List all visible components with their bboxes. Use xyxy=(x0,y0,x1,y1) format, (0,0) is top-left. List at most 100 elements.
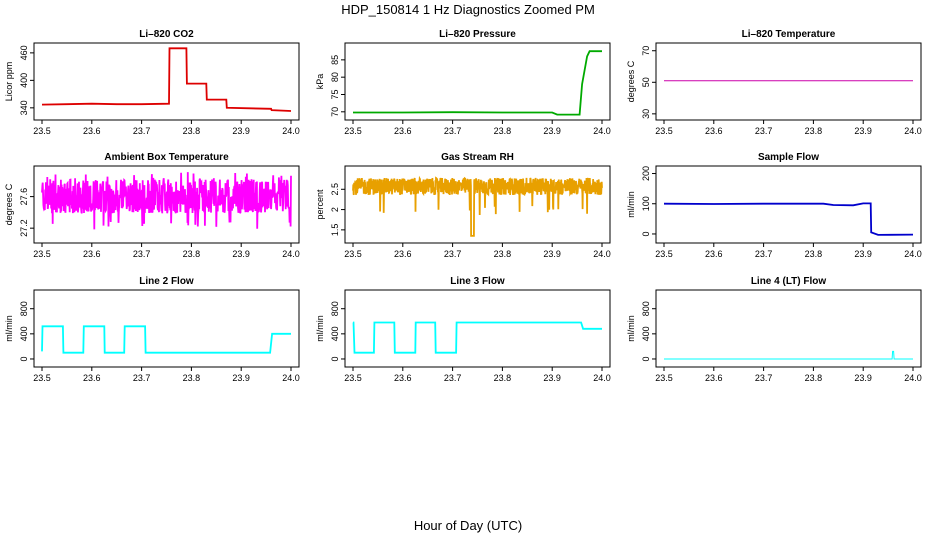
plot-frame xyxy=(655,42,922,121)
x-tick-label: 23.5 xyxy=(655,373,673,383)
plot-frame xyxy=(33,165,300,244)
y-tick-label: 0 xyxy=(641,356,651,361)
x-tick-label: 23.8 xyxy=(183,373,201,383)
x-tick-label: 24.0 xyxy=(593,249,611,259)
panel-title: Li–820 Pressure xyxy=(439,29,516,40)
panel-3: Li–820 Temperature 23.5 23.6 23.7 23.8 23.9 24… xyxy=(626,29,922,136)
x-tick-label: 23.8 xyxy=(183,126,201,136)
y-tick-label: 800 xyxy=(641,301,651,316)
x-tick-label: 23.8 xyxy=(805,373,823,383)
x-tick-label: 23.5 xyxy=(33,249,51,259)
panel-1: Li–820 CO2 23.5 23.6 23.7 23.8 23.9 24.0 340 400… xyxy=(4,29,300,136)
x-tick-label: 23.9 xyxy=(232,373,250,383)
panel-title: Gas Stream RH xyxy=(441,152,514,163)
series-line xyxy=(41,325,291,354)
y-tick-label: 0 xyxy=(641,231,651,236)
y-axis-label: degrees C xyxy=(626,60,636,102)
panel-5: Gas Stream RH 23.5 23.6 23.7 23.8 23.9 24.0 1.5… xyxy=(315,152,611,259)
panel-4: Ambient Box Temperature 23.5 23.6 23.7 23.8 2… xyxy=(4,152,300,259)
x-tick-label: 23.5 xyxy=(33,126,51,136)
x-tick-label: 23.7 xyxy=(444,373,462,383)
x-tick-label: 23.7 xyxy=(755,249,773,259)
y-tick-label: 200 xyxy=(641,166,651,181)
x-tick-label: 23.9 xyxy=(232,249,250,259)
panel-title: Ambient Box Temperature xyxy=(104,152,229,163)
plot-frame xyxy=(655,165,922,244)
x-tick-label: 24.0 xyxy=(282,126,300,136)
x-tick-label: 23.5 xyxy=(655,126,673,136)
x-tick-label: 24.0 xyxy=(282,249,300,259)
plot-frame xyxy=(655,289,922,368)
y-tick-label: 30 xyxy=(641,109,651,119)
y-axis-label: percent xyxy=(315,189,325,220)
plot-frame xyxy=(33,289,300,368)
plot-frame xyxy=(344,165,611,244)
x-tick-label: 23.9 xyxy=(854,126,872,136)
x-tick-label: 23.6 xyxy=(705,126,723,136)
y-tick-label: 2 xyxy=(330,207,340,212)
x-tick-label: 23.9 xyxy=(854,373,872,383)
x-tick-label: 23.7 xyxy=(133,249,151,259)
y-axis-label: ml/min xyxy=(315,315,325,342)
x-tick-label: 23.8 xyxy=(805,249,823,259)
y-tick-label: 80 xyxy=(330,72,340,82)
x-tick-label: 23.6 xyxy=(83,126,101,136)
x-tick-label: 23.5 xyxy=(344,126,362,136)
y-axis-label: Licor ppm xyxy=(4,62,14,102)
y-axis-label: ml/min xyxy=(626,315,636,342)
x-tick-label: 23.8 xyxy=(494,126,512,136)
y-tick-label: 0 xyxy=(330,356,340,361)
y-axis-label: ml/min xyxy=(626,191,636,218)
series-line xyxy=(353,50,602,116)
x-tick-label: 23.6 xyxy=(394,249,412,259)
y-tick-label: 75 xyxy=(330,89,340,99)
panel-title: Line 4 (LT) Flow xyxy=(751,276,827,287)
y-tick-label: 2.5 xyxy=(330,183,340,196)
y-tick-label: 340 xyxy=(19,100,29,115)
series-line xyxy=(352,321,602,354)
x-tick-label: 24.0 xyxy=(904,249,922,259)
panel-8: Line 3 Flow 23.5 23.6 23.7 23.8 23.9 24.0 0 400 8… xyxy=(315,276,611,383)
x-tick-label: 23.7 xyxy=(444,249,462,259)
x-tick-label: 23.7 xyxy=(133,126,151,136)
x-tick-label: 23.9 xyxy=(854,249,872,259)
plot-frame xyxy=(344,289,611,368)
y-tick-label: 460 xyxy=(19,45,29,60)
x-tick-label: 23.9 xyxy=(232,126,250,136)
y-tick-label: 400 xyxy=(641,326,651,341)
y-tick-label: 400 xyxy=(330,326,340,341)
page-title: HDP_150814 1 Hz Diagnostics Zoomed PM xyxy=(341,2,595,17)
panel-title: Line 2 Flow xyxy=(139,276,194,287)
y-tick-label: 50 xyxy=(641,77,651,87)
x-tick-label: 23.9 xyxy=(543,126,561,136)
y-axis-label: ml/min xyxy=(4,315,14,342)
series-line xyxy=(352,175,603,237)
y-tick-label: 0 xyxy=(19,356,29,361)
x-tick-label: 23.7 xyxy=(755,373,773,383)
y-tick-label: 27.6 xyxy=(19,188,29,206)
x-axis-label: Hour of Day (UTC) xyxy=(413,518,523,533)
panel-title: Sample Flow xyxy=(758,152,819,163)
x-tick-label: 23.9 xyxy=(543,249,561,259)
panel-9: Line 4 (LT) Flow 23.5 23.6 23.7 23.8 23.9 24.0… xyxy=(626,276,922,383)
series-line xyxy=(663,202,914,236)
y-axis-label: kPa xyxy=(315,74,325,90)
panel-6: Sample Flow 23.5 23.6 23.7 23.8 23.9 24.0 0 100 2… xyxy=(626,152,922,259)
series-line xyxy=(664,350,913,360)
x-tick-label: 23.8 xyxy=(494,373,512,383)
x-tick-label: 23.8 xyxy=(183,249,201,259)
plot-frame xyxy=(33,42,300,121)
series-line xyxy=(41,47,292,112)
y-tick-label: 400 xyxy=(19,326,29,341)
x-tick-label: 23.5 xyxy=(344,373,362,383)
y-tick-label: 400 xyxy=(19,73,29,88)
panel-title: Li–820 Temperature xyxy=(742,29,836,40)
x-tick-label: 23.6 xyxy=(394,126,412,136)
x-tick-label: 24.0 xyxy=(282,373,300,383)
x-tick-label: 24.0 xyxy=(904,373,922,383)
x-tick-label: 23.7 xyxy=(755,126,773,136)
y-tick-label: 70 xyxy=(330,107,340,117)
x-tick-label: 23.7 xyxy=(444,126,462,136)
x-tick-label: 23.5 xyxy=(655,249,673,259)
